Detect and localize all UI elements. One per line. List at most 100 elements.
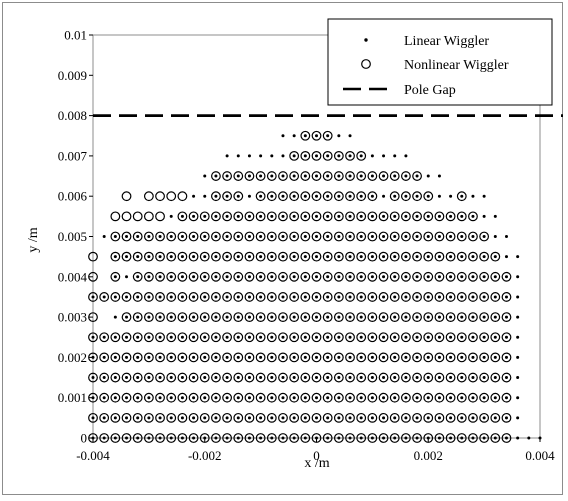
- nonlinear-wiggler-point: [333, 271, 344, 282]
- nonlinear-wiggler-point: [266, 191, 277, 202]
- linear-wiggler-point: [270, 396, 274, 400]
- nonlinear-wiggler-point: [322, 352, 333, 363]
- linear-wiggler-point: [303, 134, 307, 138]
- y-axis-title: y /m: [26, 227, 41, 252]
- linear-wiggler-point: [393, 335, 397, 339]
- linear-wiggler-point: [437, 214, 441, 218]
- nonlinear-wiggler-point: [333, 171, 344, 181]
- nonlinear-wiggler-point: [468, 231, 478, 242]
- nonlinear-wiggler-point: [99, 372, 110, 383]
- linear-wiggler-point: [359, 335, 363, 339]
- linear-wiggler-point: [326, 235, 330, 238]
- linear-wiggler-point: [504, 315, 508, 319]
- linear-wiggler-point: [214, 396, 218, 400]
- linear-wiggler-point: [516, 436, 520, 440]
- nonlinear-wiggler-point: [389, 392, 400, 403]
- y-tick-label: 0: [81, 431, 88, 446]
- nonlinear-wiggler-point: [233, 392, 244, 403]
- nonlinear-wiggler-point: [110, 433, 121, 443]
- linear-wiggler-point: [225, 154, 229, 158]
- nonlinear-wiggler-point: [423, 271, 434, 282]
- linear-wiggler-point: [203, 416, 207, 420]
- nonlinear-wiggler-point: [289, 412, 300, 423]
- nonlinear-wiggler-point: [233, 352, 244, 363]
- nonlinear-wiggler-point: [311, 332, 322, 343]
- linear-wiggler-point: [337, 295, 341, 299]
- linear-wiggler-point: [292, 396, 296, 400]
- linear-wiggler-point: [415, 315, 419, 319]
- linear-wiggler-point: [504, 376, 508, 380]
- linear-wiggler-point: [113, 335, 117, 339]
- nonlinear-wiggler-point: [456, 433, 467, 443]
- linear-wiggler-point: [382, 295, 386, 299]
- nonlinear-wiggler-point: [199, 312, 210, 323]
- nonlinear-wiggler-point: [266, 171, 277, 181]
- linear-wiggler-point: [292, 214, 296, 218]
- nonlinear-wiggler-point: [389, 292, 400, 302]
- linear-wiggler-point: [337, 235, 341, 238]
- nonlinear-wiggler-point: [389, 372, 400, 383]
- nonlinear-wiggler-point: [345, 271, 355, 282]
- nonlinear-wiggler-point: [121, 211, 132, 222]
- x-tick-label: 0: [313, 448, 320, 463]
- nonlinear-wiggler-point: [356, 352, 367, 363]
- nonlinear-wiggler-point: [367, 412, 378, 423]
- linear-wiggler-point: [113, 376, 117, 380]
- nonlinear-wiggler-point: [345, 292, 355, 302]
- linear-wiggler-point: [449, 315, 453, 319]
- nonlinear-wiggler-point: [490, 412, 501, 423]
- nonlinear-wiggler-point: [300, 271, 311, 282]
- nonlinear-wiggler-point: [132, 352, 143, 363]
- nonlinear-wiggler-point: [479, 231, 490, 242]
- nonlinear-wiggler-point: [322, 171, 333, 181]
- nonlinear-wiggler-point: [255, 211, 266, 222]
- linear-wiggler-point: [359, 235, 363, 238]
- linear-wiggler-point: [247, 436, 251, 440]
- linear-wiggler-point: [292, 174, 296, 178]
- nonlinear-wiggler-point: [434, 433, 445, 443]
- linear-wiggler-point: [180, 436, 184, 440]
- nonlinear-wiggler-point: [188, 231, 199, 242]
- linear-wiggler-point: [225, 214, 229, 218]
- y-tick-label: 0.006: [58, 189, 88, 204]
- nonlinear-wiggler-point: [356, 312, 367, 323]
- nonlinear-wiggler-point: [289, 332, 300, 343]
- linear-wiggler-point: [203, 436, 207, 440]
- nonlinear-wiggler-point: [222, 211, 233, 222]
- linear-wiggler-point: [158, 295, 162, 299]
- linear-wiggler-point: [437, 194, 441, 198]
- nonlinear-wiggler-point: [401, 271, 411, 282]
- nonlinear-wiggler-point: [445, 231, 456, 242]
- linear-wiggler-point: [113, 396, 117, 400]
- linear-wiggler-point: [426, 355, 430, 359]
- linear-wiggler-point: [437, 235, 441, 238]
- nonlinear-wiggler-point: [456, 292, 467, 302]
- linear-wiggler-point: [225, 275, 229, 279]
- nonlinear-wiggler-point: [345, 150, 355, 161]
- nonlinear-wiggler-point: [434, 292, 445, 302]
- linear-wiggler-point: [259, 355, 263, 359]
- linear-wiggler-point: [370, 275, 374, 279]
- linear-wiggler-point: [247, 315, 251, 319]
- linear-wiggler-point: [158, 315, 162, 319]
- linear-wiggler-point: [315, 355, 318, 359]
- linear-wiggler-point: [460, 436, 464, 440]
- nonlinear-wiggler-point: [412, 191, 422, 202]
- nonlinear-wiggler-point: [311, 171, 322, 181]
- linear-wiggler-point: [102, 235, 106, 238]
- nonlinear-wiggler-point: [121, 191, 132, 202]
- nonlinear-wiggler-point: [456, 251, 467, 262]
- linear-wiggler-point: [370, 335, 374, 339]
- linear-wiggler-point: [259, 194, 263, 198]
- nonlinear-wiggler-point: [367, 332, 378, 343]
- nonlinear-wiggler-point: [132, 392, 143, 403]
- linear-wiggler-point: [337, 355, 341, 359]
- linear-wiggler-point: [437, 335, 441, 339]
- nonlinear-wiggler-point: [155, 292, 165, 302]
- linear-wiggler-point: [382, 376, 386, 380]
- nonlinear-wiggler-point: [222, 332, 233, 343]
- linear-wiggler-point: [348, 355, 352, 359]
- nonlinear-wiggler-point: [479, 292, 490, 302]
- nonlinear-wiggler-point: [99, 412, 110, 423]
- nonlinear-wiggler-point: [322, 433, 333, 443]
